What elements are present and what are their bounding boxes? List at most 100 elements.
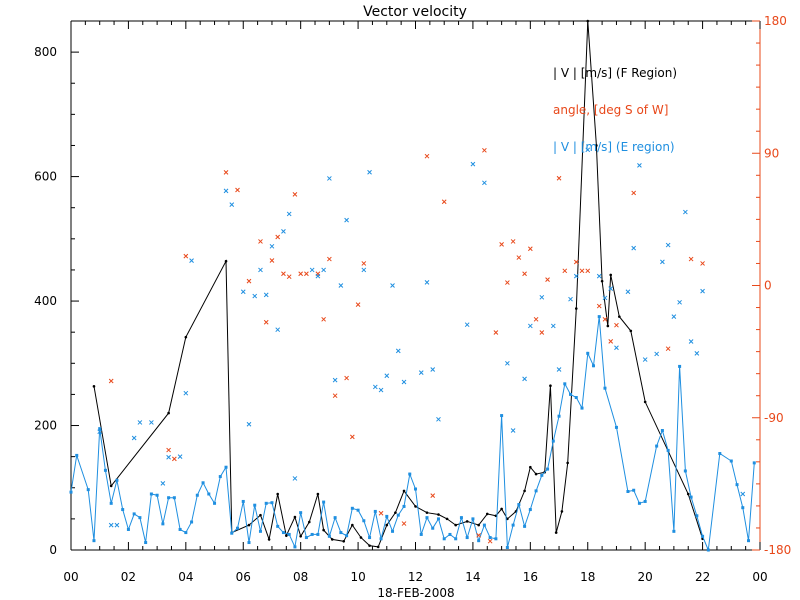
right-y-axis-ticks: -180 -90 0 90 180 [752, 14, 791, 557]
y-right-tick-label: 90 [764, 146, 779, 160]
data-point [361, 261, 367, 266]
data-point [476, 532, 482, 538]
data-point [482, 180, 487, 186]
data-point [631, 190, 637, 196]
data-point [190, 520, 194, 524]
data-point [183, 253, 189, 259]
data-point [424, 153, 430, 159]
data-point [258, 239, 263, 244]
data-point [223, 169, 229, 175]
data-point [602, 316, 608, 322]
data-point [464, 322, 470, 328]
data-point [241, 499, 245, 503]
data-point [614, 322, 619, 328]
data-point [299, 535, 302, 538]
data-point [510, 239, 516, 244]
x-tick-label: 12 [408, 570, 423, 584]
data-point [419, 532, 423, 536]
data-point [482, 147, 487, 153]
data-point [395, 348, 401, 354]
data-point [378, 510, 384, 516]
data-point [75, 453, 79, 457]
data-point [339, 531, 343, 535]
data-point [602, 295, 608, 301]
data-point [568, 296, 573, 302]
data-point [338, 283, 344, 288]
data-point [327, 534, 331, 538]
data-point [201, 481, 205, 485]
series-2 [108, 147, 705, 544]
data-point [595, 144, 598, 147]
data-point [442, 537, 446, 541]
data-point [246, 278, 252, 284]
data-point [155, 493, 159, 497]
data-point [376, 545, 380, 549]
data-point [263, 292, 269, 298]
data-point [752, 461, 756, 465]
data-point [322, 528, 325, 532]
data-point [729, 459, 733, 463]
data-point [264, 501, 268, 505]
data-point [465, 520, 469, 523]
data-point [660, 259, 665, 265]
data-point [184, 531, 188, 535]
data-point [276, 524, 280, 528]
data-point [562, 268, 568, 274]
data-point [431, 526, 435, 530]
data-point [609, 273, 613, 277]
data-point [69, 490, 73, 494]
data-point [342, 539, 346, 543]
data-point [566, 461, 569, 465]
data-point [368, 536, 372, 540]
x-tick-label: 02 [121, 570, 136, 584]
data-point [344, 375, 349, 381]
data-point [247, 523, 251, 527]
data-point [293, 545, 297, 549]
data-point [637, 163, 642, 168]
data-point [418, 370, 424, 375]
data-point [224, 259, 228, 263]
data-point [166, 447, 171, 453]
data-point [563, 382, 567, 386]
data-point [137, 420, 143, 425]
data-point [482, 523, 486, 527]
data-point [694, 350, 700, 356]
data-point [172, 496, 176, 500]
data-point [213, 501, 217, 505]
data-point [425, 511, 429, 514]
data-point [459, 516, 463, 520]
data-point [183, 390, 189, 396]
data-point [385, 523, 389, 527]
data-point [287, 532, 291, 536]
data-point [263, 319, 269, 325]
data-point [229, 202, 235, 207]
data-point [631, 245, 637, 251]
data-point [686, 492, 690, 496]
data-point [286, 274, 292, 280]
data-point [700, 261, 705, 266]
legend-entry: | V | [m/s] (E region) [553, 140, 675, 154]
data-point [556, 367, 562, 372]
data-point [485, 512, 489, 516]
data-point [149, 420, 154, 425]
data-point [585, 268, 591, 274]
data-point [695, 514, 699, 518]
data-point [700, 288, 705, 294]
data-point [259, 513, 262, 517]
series-line [70, 316, 755, 552]
data-point [224, 465, 228, 469]
data-point [677, 299, 682, 305]
data-point [430, 367, 436, 372]
data-point [161, 522, 165, 526]
data-point [414, 505, 417, 508]
data-point [573, 273, 579, 279]
data-point [425, 516, 429, 520]
data-point [586, 19, 590, 23]
x-tick-label: 00 [752, 570, 767, 584]
data-point [218, 475, 222, 479]
x-tick-label: 22 [695, 570, 710, 584]
data-point [401, 379, 407, 385]
data-point [189, 258, 194, 263]
data-point [683, 469, 687, 473]
